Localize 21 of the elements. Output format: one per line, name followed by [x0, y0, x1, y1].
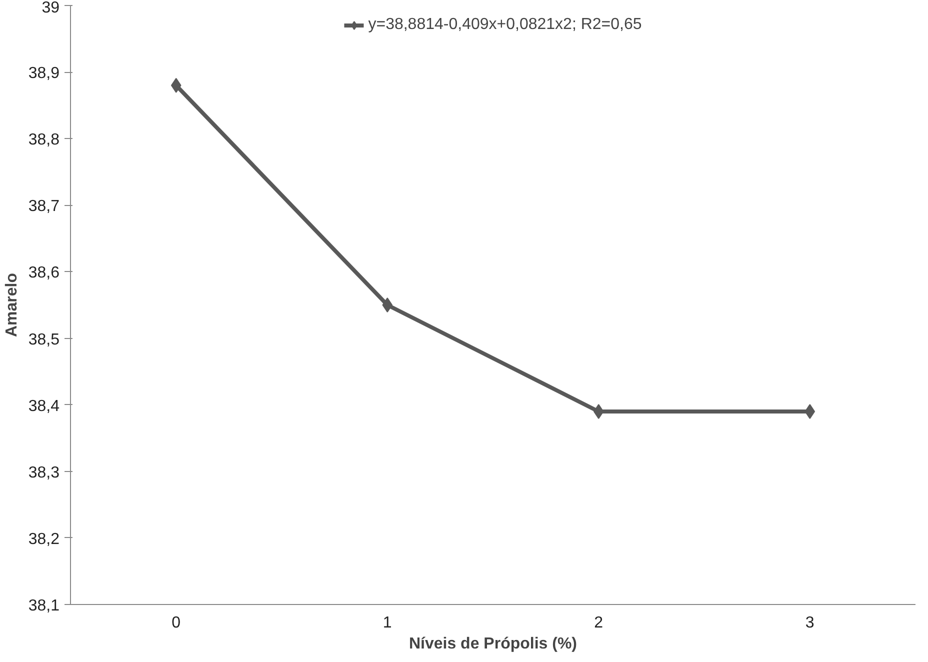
x-tick-label: 2: [594, 614, 604, 632]
y-tick-label: 38,2: [28, 530, 60, 548]
y-tick-label: 39: [42, 0, 60, 16]
x-tick-label: 0: [172, 614, 181, 632]
legend-label: y=38,8814-0,409x+0,0821x2; R2=0,65: [368, 16, 642, 34]
y-tick-label: 38,6: [28, 264, 60, 282]
y-tick-label: 38,9: [28, 65, 60, 82]
point: [170, 78, 182, 93]
point: [382, 298, 393, 312]
x-tick-label: 1: [382, 614, 392, 632]
y-axis-title: Amarelo: [3, 272, 20, 338]
y-tick-label: 38,8: [28, 132, 60, 149]
y-tick-label: 38,1: [28, 598, 60, 614]
point: [804, 404, 816, 419]
x-axis-title: Níveis de Própolis (%): [408, 636, 578, 652]
y-tick-label: 38,3: [28, 464, 60, 482]
y-tick-label: 38,7: [28, 198, 60, 216]
point: [593, 404, 604, 419]
y-tick-label: 38,5: [28, 331, 60, 348]
y-tick-label: 38,4: [28, 398, 60, 415]
x-tick-label: 3: [805, 614, 814, 632]
